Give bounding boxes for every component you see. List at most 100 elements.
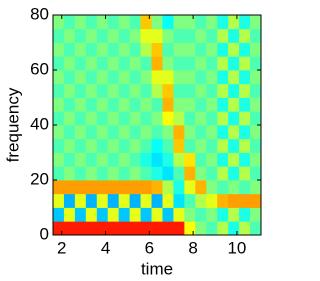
heatmap-cell — [63, 111, 76, 126]
heatmap-cell — [228, 83, 240, 98]
heatmap-cell — [107, 138, 120, 153]
heatmap-cell — [184, 42, 196, 57]
heatmap-cell — [63, 83, 76, 98]
heatmap-cell — [85, 97, 98, 112]
heatmap-cell — [63, 207, 76, 222]
heatmap-cell — [239, 111, 251, 126]
heatmap-cell — [129, 15, 141, 30]
heatmap-cell — [107, 111, 120, 126]
heatmap-cell — [96, 193, 109, 208]
heatmap-cell — [85, 83, 98, 98]
heatmap-cell — [228, 15, 240, 30]
x-tick-label: 8 — [188, 238, 197, 257]
heatmap-cell — [118, 28, 131, 43]
heatmap-cell — [217, 193, 229, 208]
heatmap-cell — [74, 166, 87, 181]
heatmap-cell — [107, 193, 120, 208]
heatmap-cell — [63, 152, 76, 167]
heatmap — [53, 15, 262, 236]
heatmap-cell — [74, 56, 87, 71]
heatmap-cell — [96, 56, 109, 71]
heatmap-cell — [140, 15, 152, 30]
heatmap-cell — [173, 70, 185, 85]
heatmap-cell — [96, 28, 109, 43]
heatmap-cell — [250, 28, 262, 43]
heatmap-cell — [85, 42, 98, 57]
heatmap-cell — [206, 138, 218, 153]
heatmap-cell — [74, 193, 87, 208]
heatmap-cell — [173, 138, 185, 153]
heatmap-cell — [228, 111, 240, 126]
heatmap-cell — [206, 97, 218, 112]
x-tick-label: 6 — [145, 238, 154, 257]
heatmap-cell — [250, 180, 262, 195]
heatmap-cell — [53, 56, 65, 71]
heatmap-cell — [173, 83, 185, 98]
heatmap-cell — [63, 180, 76, 195]
heatmap-cell — [250, 70, 262, 85]
heatmap-cell — [63, 15, 76, 30]
heatmap-cell — [162, 83, 174, 98]
heatmap-cell — [250, 138, 262, 153]
heatmap-cell — [195, 221, 207, 236]
heatmap-cell — [206, 193, 218, 208]
heatmap-cell — [140, 180, 152, 195]
heatmap-cell — [140, 138, 152, 153]
heatmap-cell — [206, 207, 218, 222]
chart: time frequency 2 4 6 8 10 0 20 40 60 80 — [3, 4, 262, 278]
heatmap-cell — [206, 15, 218, 30]
heatmap-cell — [217, 138, 229, 153]
x-axis-label: time — [141, 259, 173, 278]
heatmap-cell — [217, 15, 229, 30]
heatmap-cell — [217, 70, 229, 85]
heatmap-cell — [173, 97, 185, 112]
heatmap-cell — [129, 152, 141, 167]
heatmap-cell — [53, 15, 65, 30]
heatmap-cell — [173, 111, 185, 126]
heatmap-cell — [195, 207, 207, 222]
heatmap-cell — [118, 70, 131, 85]
heatmap-cell — [118, 97, 131, 112]
heatmap-cell — [53, 42, 65, 57]
heatmap-cell — [195, 97, 207, 112]
heatmap-cell — [85, 152, 98, 167]
heatmap-cell — [239, 56, 251, 71]
heatmap-cell — [162, 97, 174, 112]
heatmap-cell — [53, 83, 65, 98]
heatmap-cell — [129, 97, 141, 112]
heatmap-cell — [206, 221, 218, 236]
heatmap-cell — [206, 180, 218, 195]
heatmap-cell — [250, 166, 262, 181]
heatmap-cell — [107, 56, 120, 71]
heatmap-cell — [53, 138, 65, 153]
heatmap-cell — [206, 56, 218, 71]
heatmap-cell — [63, 42, 76, 57]
heatmap-cell — [85, 111, 98, 126]
heatmap-cell — [217, 97, 229, 112]
heatmap-cell — [151, 70, 163, 85]
heatmap-cell — [85, 180, 98, 195]
heatmap-cell — [151, 111, 163, 126]
heatmap-cell — [74, 138, 87, 153]
heatmap-cell — [228, 42, 240, 57]
heatmap-cell — [151, 125, 163, 140]
heatmap-cell — [118, 83, 131, 98]
heatmap-cell — [228, 207, 240, 222]
heatmap-cell — [74, 42, 87, 57]
heatmap-cell — [250, 97, 262, 112]
heatmap-cell — [250, 15, 262, 30]
heatmap-cell — [239, 166, 251, 181]
heatmap-cell — [140, 125, 152, 140]
heatmap-cell — [250, 111, 262, 126]
heatmap-cell — [118, 193, 131, 208]
heatmap-cell — [140, 193, 152, 208]
heatmap-cell — [173, 15, 185, 30]
heatmap-cell — [129, 138, 141, 153]
heatmap-cell — [85, 166, 98, 181]
heatmap-cell — [184, 83, 196, 98]
heatmap-cell — [63, 166, 76, 181]
heatmap-cell — [129, 70, 141, 85]
heatmap-cell — [217, 166, 229, 181]
heatmap-cell — [118, 221, 131, 236]
heatmap-cell — [250, 221, 262, 236]
